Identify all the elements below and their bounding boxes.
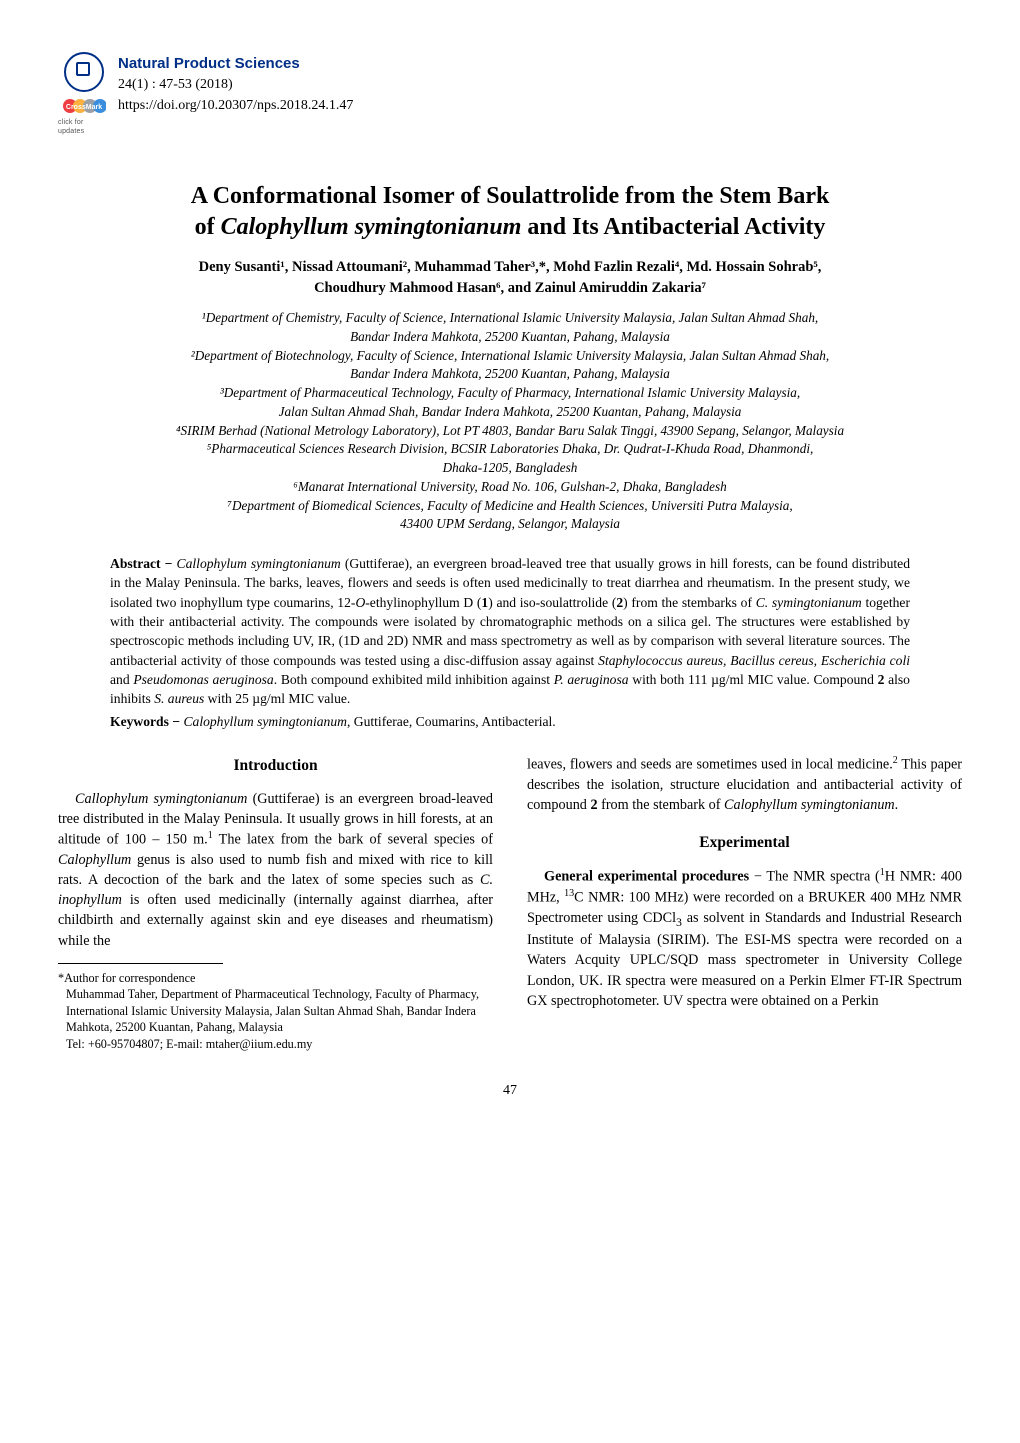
crossmark-caption: click for updates xyxy=(58,118,110,137)
corresponding-author-footnote: *Author for correspondence Muhammad Tahe… xyxy=(58,970,493,1052)
right-column: leaves, flowers and seeds are sometimes … xyxy=(527,754,962,1052)
journal-name: Natural Product Sciences xyxy=(118,54,353,74)
abstract-block: Abstract − Callophylum symingtonianum (G… xyxy=(110,554,910,732)
affiliation-line: Bandar Indera Mahkota, 25200 Kuantan, Pa… xyxy=(72,328,948,347)
keywords-label: Keywords − xyxy=(110,714,183,729)
issue-line: 24(1) : 47-53 (2018) xyxy=(118,76,353,95)
section-heading-experimental: Experimental xyxy=(527,833,962,854)
affiliation-line: ³Department of Pharmaceutical Technology… xyxy=(72,384,948,403)
abstract-text: Abstract − Callophylum symingtonianum (G… xyxy=(110,554,910,708)
footnote-tel-email: Tel: +60-95704807; E-mail: mtaher@iium.e… xyxy=(58,1036,493,1052)
affiliation-line: ²Department of Biotechnology, Faculty of… xyxy=(72,347,948,366)
affiliation-line: ⁵Pharmaceutical Sciences Research Divisi… xyxy=(72,440,948,459)
affiliation-line: 43400 UPM Serdang, Selangor, Malaysia xyxy=(72,515,948,534)
header-row: CrossMark click for updates Natural Prod… xyxy=(58,52,962,137)
authors-line-1: Deny Susanti¹, Nissad Attoumani², Muhamm… xyxy=(199,259,822,275)
left-column: Introduction Callophylum symingtonianum … xyxy=(58,754,493,1052)
article-title: A Conformational Isomer of Soulattrolide… xyxy=(88,181,932,243)
title-line-2: of Calophyllum symingtonianum and Its An… xyxy=(195,214,826,240)
keywords: Keywords − Calophyllum symingtonianum, G… xyxy=(110,712,910,731)
affiliation-line: Bandar Indera Mahkota, 25200 Kuantan, Pa… xyxy=(72,365,948,384)
footnote-address: Muhammad Taher, Department of Pharmaceut… xyxy=(58,986,493,1035)
affiliations: ¹Department of Chemistry, Faculty of Sci… xyxy=(72,309,948,534)
affiliation-line: ⁶Manarat International University, Road … xyxy=(72,478,948,497)
footnote-rule xyxy=(58,963,223,964)
body-columns: Introduction Callophylum symingtonianum … xyxy=(58,754,962,1052)
svg-text:CrossMark: CrossMark xyxy=(66,104,102,111)
journal-info: Natural Product Sciences 24(1) : 47-53 (… xyxy=(118,54,353,116)
journal-logo-icon xyxy=(64,52,104,92)
journal-header: CrossMark click for updates Natural Prod… xyxy=(58,52,962,137)
footnote-star-line: *Author for correspondence xyxy=(58,970,493,986)
author-list: Deny Susanti¹, Nissad Attoumani², Muhamm… xyxy=(98,257,922,299)
badge-column: CrossMark click for updates xyxy=(58,52,110,137)
section-heading-introduction: Introduction xyxy=(58,756,493,777)
title-line-1: A Conformational Isomer of Soulattrolide… xyxy=(191,183,830,209)
abstract-body: Callophylum symingtonianum (Guttiferae),… xyxy=(110,556,910,706)
affiliation-line: ⁴SIRIM Berhad (National Metrology Labora… xyxy=(72,422,948,441)
affiliation-line: Jalan Sultan Ahmad Shah, Bandar Indera M… xyxy=(72,403,948,422)
introduction-paragraph: Callophylum symingtonianum (Guttiferae) … xyxy=(58,789,493,951)
intro-continuation-paragraph: leaves, flowers and seeds are sometimes … xyxy=(527,754,962,815)
experimental-paragraph: General experimental procedures − The NM… xyxy=(527,866,962,1011)
page-number: 47 xyxy=(58,1082,962,1101)
authors-line-2: Choudhury Mahmood Hasan⁶, and Zainul Ami… xyxy=(314,280,706,296)
affiliation-line: ¹Department of Chemistry, Faculty of Sci… xyxy=(72,309,948,328)
affiliation-line: Dhaka-1205, Bangladesh xyxy=(72,459,948,478)
affiliation-line: ⁷Department of Biomedical Sciences, Facu… xyxy=(72,497,948,516)
doi-link[interactable]: https://doi.org/10.20307/nps.2018.24.1.4… xyxy=(118,97,353,116)
abstract-label: Abstract − xyxy=(110,556,177,571)
crossmark-icon[interactable]: CrossMark xyxy=(62,96,106,116)
